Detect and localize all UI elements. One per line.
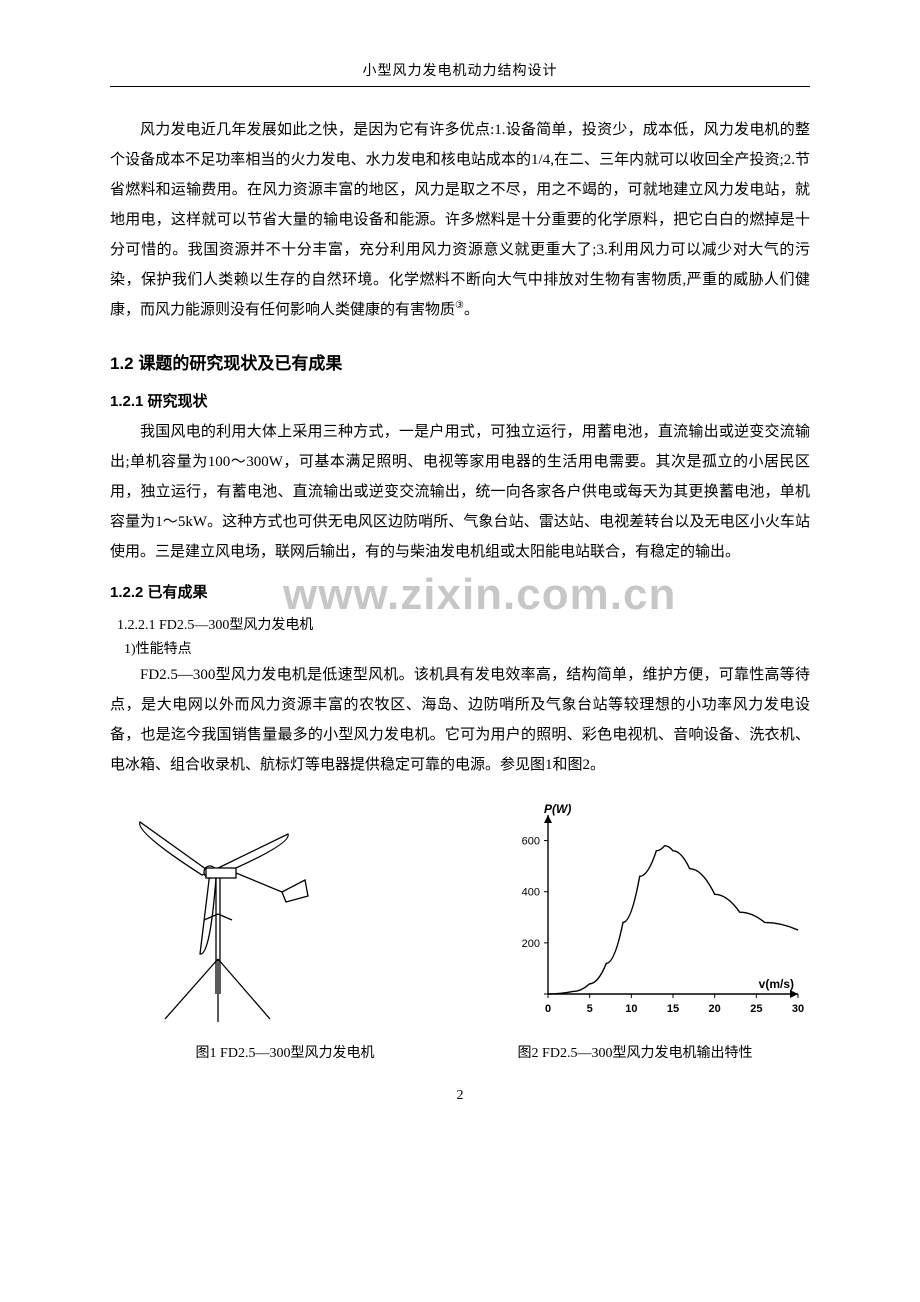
svg-text:P(W): P(W)	[544, 802, 571, 816]
svg-text:0: 0	[545, 1003, 551, 1015]
svg-text:200: 200	[522, 938, 540, 950]
running-head: 小型风力发电机动力结构设计	[110, 60, 810, 80]
heading-1-2-2: 1.2.2 已有成果	[110, 581, 810, 602]
svg-text:30: 30	[792, 1003, 804, 1015]
turbine-drawing	[110, 794, 340, 1024]
header-rule	[110, 86, 810, 87]
heading-1-2: 1.2 课题的研究现状及已有成果	[110, 349, 810, 374]
figure-row: 200 400 600 0 5 10 15 20 25 30 P(W) v(m/s)	[110, 794, 810, 1024]
caption-fig1: 图1 FD2.5—300型风力发电机	[110, 1042, 460, 1062]
para1-end: 。	[464, 302, 479, 318]
heading-1-2-1: 1.2.1 研究现状	[110, 390, 810, 411]
svg-text:v(m/s): v(m/s)	[759, 977, 794, 991]
svg-text:15: 15	[667, 1003, 679, 1015]
heading-feature: 1)性能特点	[110, 638, 810, 658]
paragraph-2: 我国风电的利用大体上采用三种方式，一是户用式，可独立运行，用蓄电池，直流输出或逆…	[110, 417, 810, 567]
para1-text: 风力发电近几年发展如此之快，是因为它有许多优点:1.设备简单，投资少，成本低，风…	[110, 122, 810, 318]
paragraph-3: FD2.5—300型风力发电机是低速型风机。该机具有发电效率高，结构简单，维护方…	[110, 660, 810, 780]
svg-text:25: 25	[750, 1003, 762, 1015]
svg-text:20: 20	[709, 1003, 721, 1015]
figure-turbine	[110, 794, 340, 1024]
svg-text:5: 5	[587, 1003, 593, 1015]
paragraph-1: 风力发电近几年发展如此之快，是因为它有许多优点:1.设备简单，投资少，成本低，风…	[110, 115, 810, 325]
heading-1-2-2-1: 1.2.2.1 FD2.5—300型风力发电机	[110, 614, 810, 634]
svg-text:600: 600	[522, 836, 540, 848]
figure-chart: 200 400 600 0 5 10 15 20 25 30 P(W) v(m/s)	[500, 799, 810, 1024]
svg-text:400: 400	[522, 887, 540, 899]
footnote-mark: ③	[455, 300, 464, 311]
caption-fig2: 图2 FD2.5—300型风力发电机输出特性	[460, 1042, 810, 1062]
caption-row: 图1 FD2.5—300型风力发电机 图2 FD2.5—300型风力发电机输出特…	[110, 1042, 810, 1062]
output-curve-chart: 200 400 600 0 5 10 15 20 25 30 P(W) v(m/s)	[500, 799, 810, 1024]
svg-text:10: 10	[625, 1003, 637, 1015]
page-number: 2	[110, 1088, 810, 1104]
